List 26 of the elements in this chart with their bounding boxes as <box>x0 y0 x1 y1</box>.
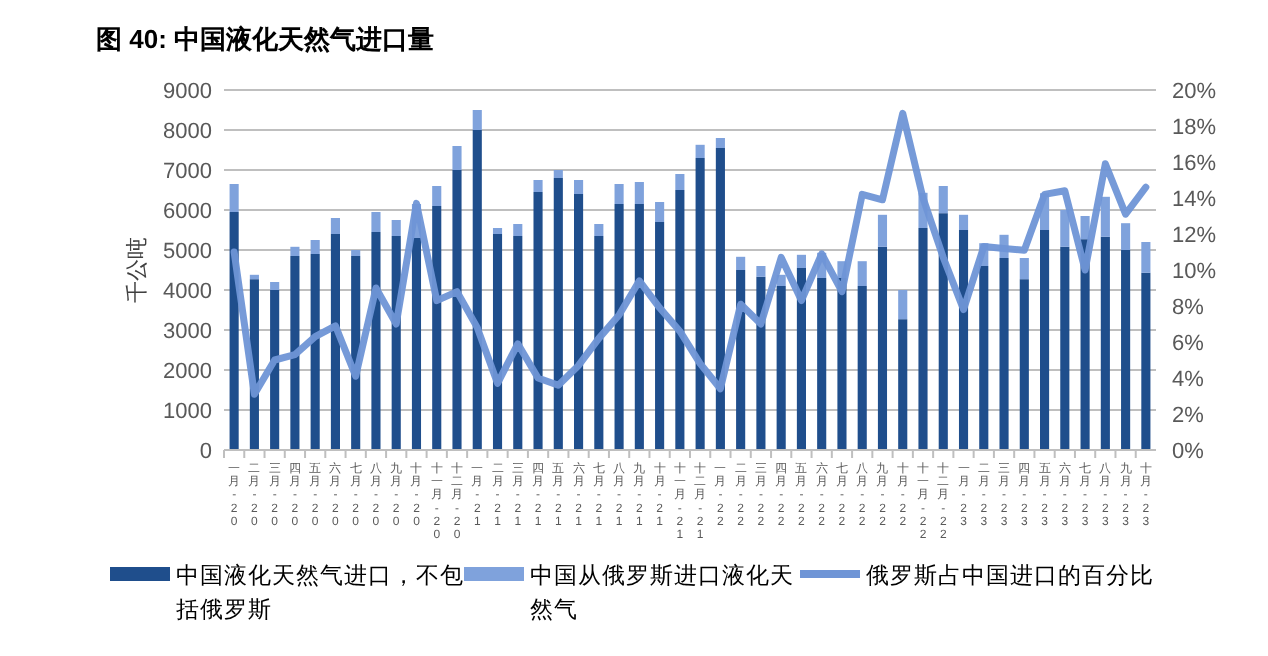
y2-tick-label: 0% <box>1172 440 1205 464</box>
y-tick-label: 3000 <box>163 320 212 344</box>
y-tick-label: 2000 <box>163 360 212 384</box>
legend-label: 中国从俄罗斯进口液化天然气 <box>530 561 794 623</box>
legend-label: 俄罗斯占中国进口的百分比 <box>866 563 1154 589</box>
y2-tick-label: 10% <box>1172 260 1217 284</box>
y2-tick-label: 20% <box>1172 80 1217 104</box>
y-tick-label: 9000 <box>163 80 212 104</box>
y-tick-label: 5000 <box>163 240 212 264</box>
chart-title: 图 40: 中国液化天然气进口量 <box>96 24 435 54</box>
y-tick-label: 4000 <box>163 280 212 304</box>
y-tick-label: 0 <box>199 440 212 464</box>
y2-tick-label: 16% <box>1172 152 1217 176</box>
y2-tick-label: 2% <box>1172 404 1205 428</box>
legend-label: 中国液化天然气进口，不包括俄罗斯 <box>176 561 464 623</box>
y2-tick-label: 6% <box>1172 332 1205 356</box>
y-tick-label: 1000 <box>163 400 212 424</box>
y2-tick-label: 14% <box>1172 188 1217 212</box>
y-axis-title: 千公吨 <box>124 237 150 303</box>
y-tick-label: 8000 <box>163 120 212 144</box>
y-tick-label: 6000 <box>163 200 212 224</box>
y2-tick-label: 8% <box>1172 296 1205 320</box>
y-tick-label: 7000 <box>163 160 212 184</box>
y2-tick-label: 4% <box>1172 368 1205 392</box>
y2-tick-label: 12% <box>1172 224 1217 248</box>
y2-tick-label: 18% <box>1172 116 1217 140</box>
